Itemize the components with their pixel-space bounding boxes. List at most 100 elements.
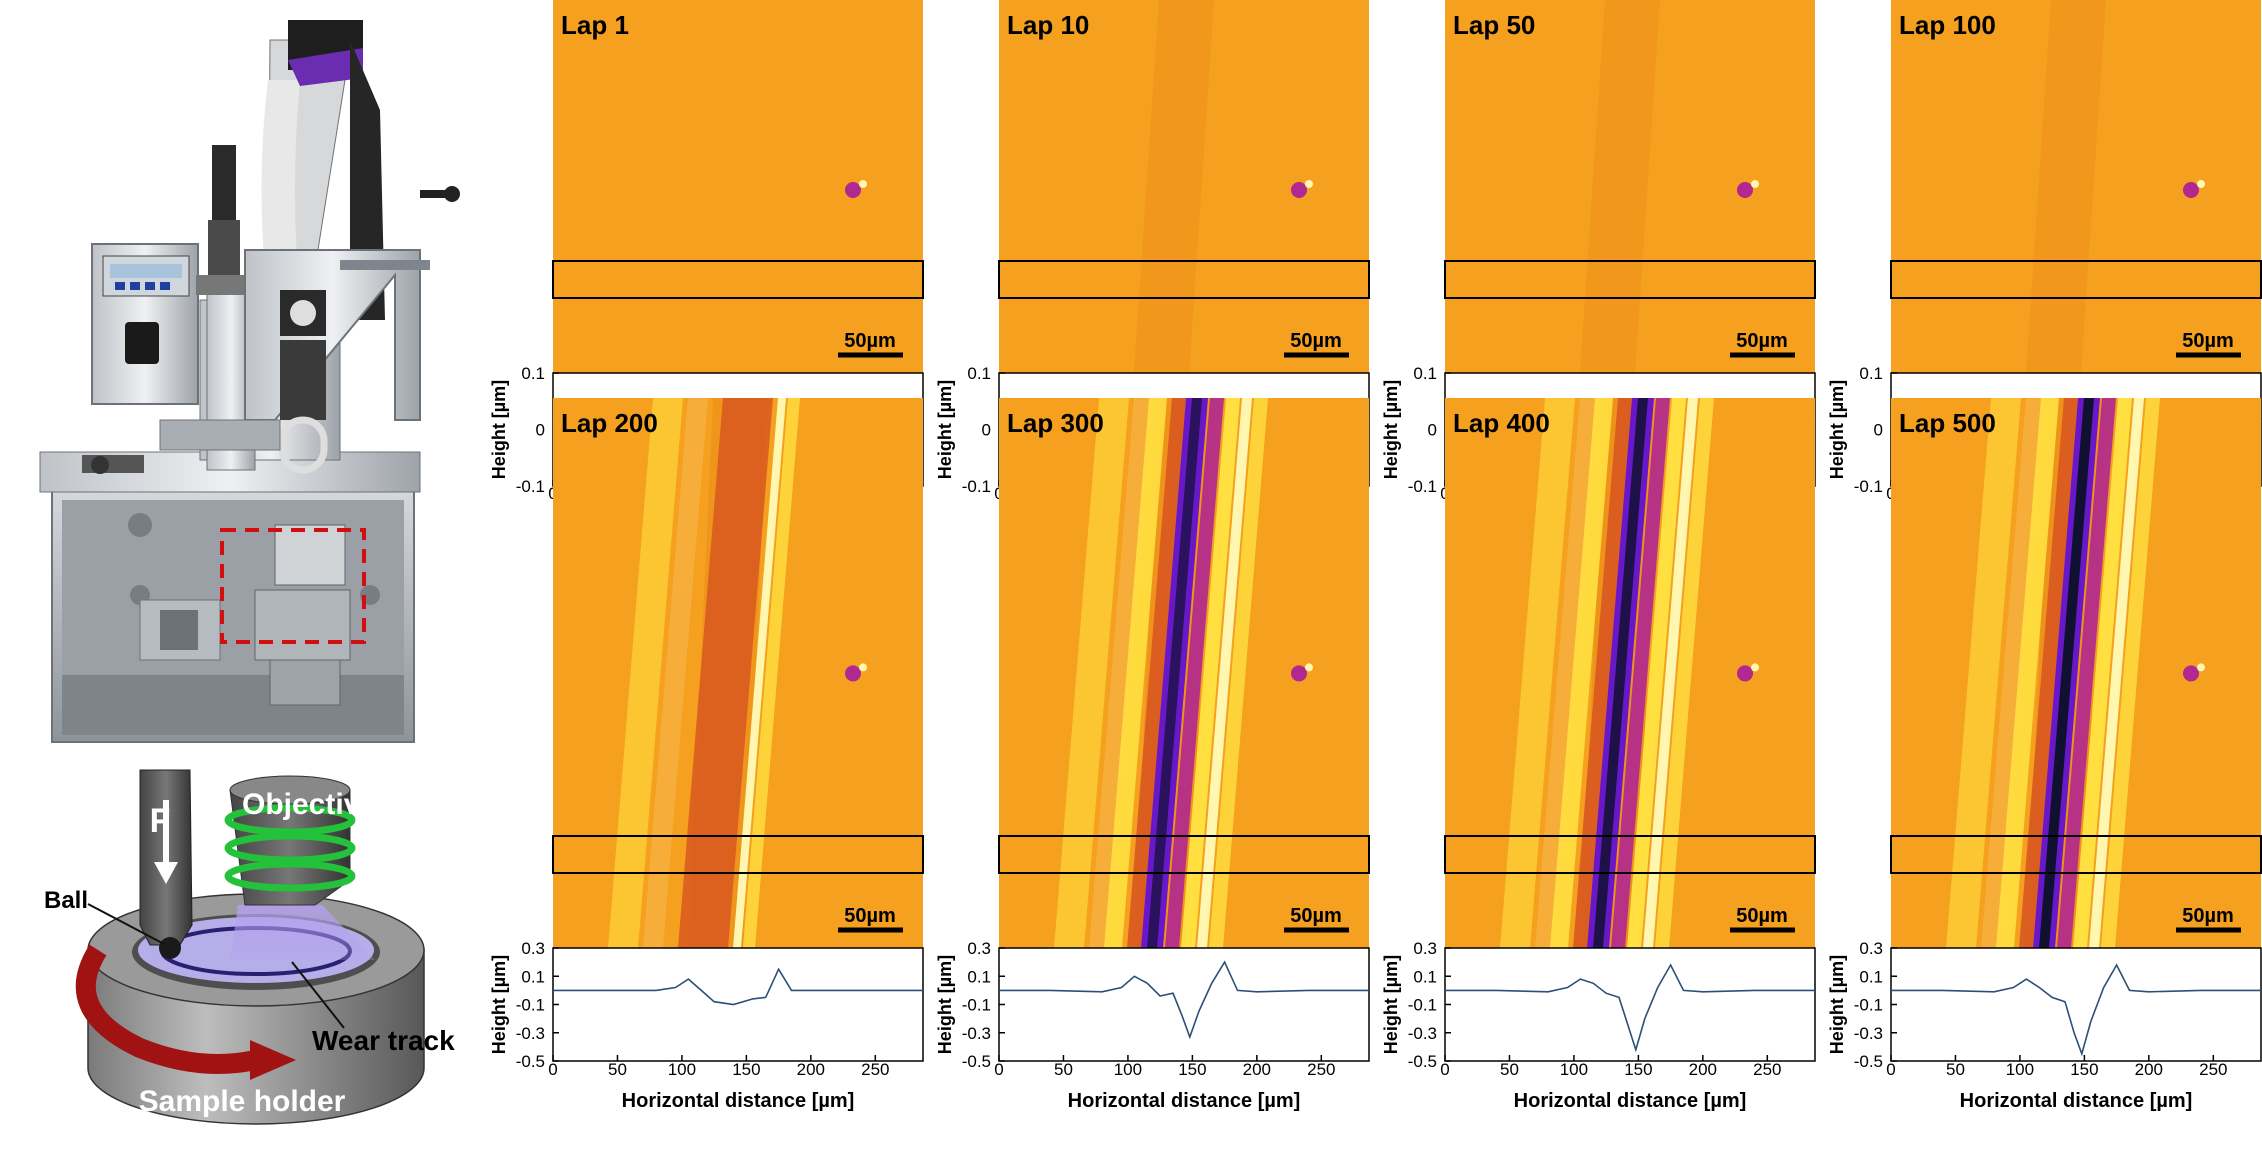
y-tick-label: -0.1 [516, 996, 545, 1015]
wear-band [1573, 398, 1632, 948]
surface-defect [1305, 663, 1313, 672]
wear-band [1996, 398, 2059, 948]
y-axis-label: Height [µm] [1827, 955, 1847, 1054]
wear-band [1550, 398, 1613, 948]
topography-image [1891, 398, 2261, 948]
height-profile-line [553, 967, 923, 1006]
y-tick-label: 0.1 [521, 364, 545, 383]
wear-band [1611, 398, 1670, 948]
y-tick-label: -0.3 [1408, 1024, 1437, 1043]
plot-frame [552, 947, 924, 1062]
wear-track-label: Wear track [312, 1025, 455, 1056]
y-tick-label: 0.1 [1859, 364, 1883, 383]
wear-band [2073, 398, 2132, 948]
y-tick-label: 0.3 [1413, 939, 1437, 958]
surface-defect [2197, 663, 2205, 672]
x-tick-label: 0 [994, 1060, 1003, 1079]
panel-title: Lap 100 [1899, 10, 1996, 40]
lap-panels: Lap 1 50µm 0.1 0 -0.1 0 50 100 150 200 250 Horizont… [489, 0, 2262, 1112]
surface-defect [1305, 180, 1313, 188]
wear-band [2019, 398, 2078, 948]
y-axis-label: Height [µm] [1381, 955, 1401, 1054]
wear-band [1655, 398, 1714, 948]
y-tick-label: 0 [536, 421, 545, 440]
y-tick-label: -0.1 [1408, 996, 1437, 1015]
panel-title: Lap 1 [561, 10, 629, 40]
wear-band [1209, 398, 1268, 948]
y-tick-label: 0.3 [521, 939, 545, 958]
tribometer-schematic: F Objective Ball Wear track Sample holde… [44, 769, 455, 1125]
wear-band [1165, 398, 1224, 948]
plot-frame [998, 947, 1370, 1062]
wear-band [608, 398, 683, 948]
scale-bar-label: 50µm [1290, 905, 1342, 927]
surface-defect [2183, 182, 2199, 198]
x-axis-label: Horizontal distance [µm] [622, 1090, 855, 1112]
x-tick-label: 100 [1560, 1060, 1588, 1079]
y-tick-label: 0 [1874, 421, 1883, 440]
x-tick-label: 0 [1440, 1060, 1449, 1079]
y-axis-label: Height [µm] [1381, 380, 1401, 479]
y-tick-label: 0.1 [1859, 967, 1883, 986]
height-profile-line [999, 960, 1369, 1040]
profile-region-box [1890, 835, 2262, 874]
y-axis-label: Height [µm] [489, 380, 509, 479]
x-tick-label: 250 [1753, 1060, 1781, 1079]
light-beam [230, 905, 375, 960]
profile-region-box [1444, 260, 1816, 299]
scale-bar-label: 50µm [1290, 330, 1342, 352]
wear-band [1134, 0, 1214, 373]
topography-image [1445, 0, 1815, 373]
surface-defect [845, 182, 861, 198]
wear-band [2039, 398, 2094, 948]
y-tick-label: 0.1 [521, 967, 545, 986]
ball-label: Ball [44, 887, 88, 914]
x-tick-label: 100 [668, 1060, 696, 1079]
plot-frame [1444, 947, 1816, 1062]
x-axis-label: Horizontal distance [µm] [1514, 1090, 1747, 1112]
x-axis-label: Horizontal distance [µm] [1960, 1090, 2193, 1112]
y-tick-label: 0.3 [967, 939, 991, 958]
x-tick-label: 250 [2199, 1060, 2227, 1079]
y-tick-label: -0.1 [1854, 996, 1883, 1015]
wear-band [2089, 398, 2144, 948]
y-tick-label: 0.1 [1413, 967, 1437, 986]
surface-defect [1751, 663, 1759, 672]
wear-band [1643, 398, 1698, 948]
topography-image [1445, 398, 1815, 948]
x-tick-label: 150 [1178, 1060, 1206, 1079]
y-tick-label: 0 [1428, 421, 1437, 440]
wear-band [1127, 398, 1186, 948]
y-tick-label: 0 [982, 421, 991, 440]
y-tick-label: -0.3 [962, 1024, 991, 1043]
y-tick-label: -0.3 [516, 1024, 545, 1043]
y-tick-label: -0.1 [516, 477, 545, 496]
profile-plot: 0.3 0.1 -0.1 -0.3 -0.5 0 50 100 150 200 250 Horizon… [489, 939, 924, 1112]
topography-image [999, 398, 1369, 948]
y-tick-label: -0.5 [1854, 1052, 1883, 1071]
y-tick-label: -0.1 [1854, 477, 1883, 496]
x-axis-label: Horizontal distance [µm] [1068, 1090, 1301, 1112]
x-tick-label: 250 [1307, 1060, 1335, 1079]
x-tick-label: 0 [1886, 1060, 1895, 1079]
wear-band [1500, 398, 1575, 948]
surface-defect [859, 180, 867, 188]
y-tick-label: -0.1 [1408, 477, 1437, 496]
wear-band [1946, 398, 2021, 948]
surface-defect [1291, 665, 1307, 682]
panel-title: Lap 50 [1453, 10, 1535, 40]
scale-bar-label: 50µm [844, 330, 896, 352]
y-axis-label: Height [µm] [935, 380, 955, 479]
y-tick-label: 0.1 [1413, 364, 1437, 383]
profile-region-box [998, 835, 1370, 874]
profile-region-box [1890, 260, 2262, 299]
profile-region-box [1444, 835, 1816, 874]
y-tick-label: -0.5 [1408, 1052, 1437, 1071]
y-tick-label: 0.3 [1859, 939, 1883, 958]
wear-band [2026, 0, 2106, 373]
wear-band [743, 398, 800, 948]
wear-band [1054, 398, 1129, 948]
wear-band [1580, 0, 1660, 373]
